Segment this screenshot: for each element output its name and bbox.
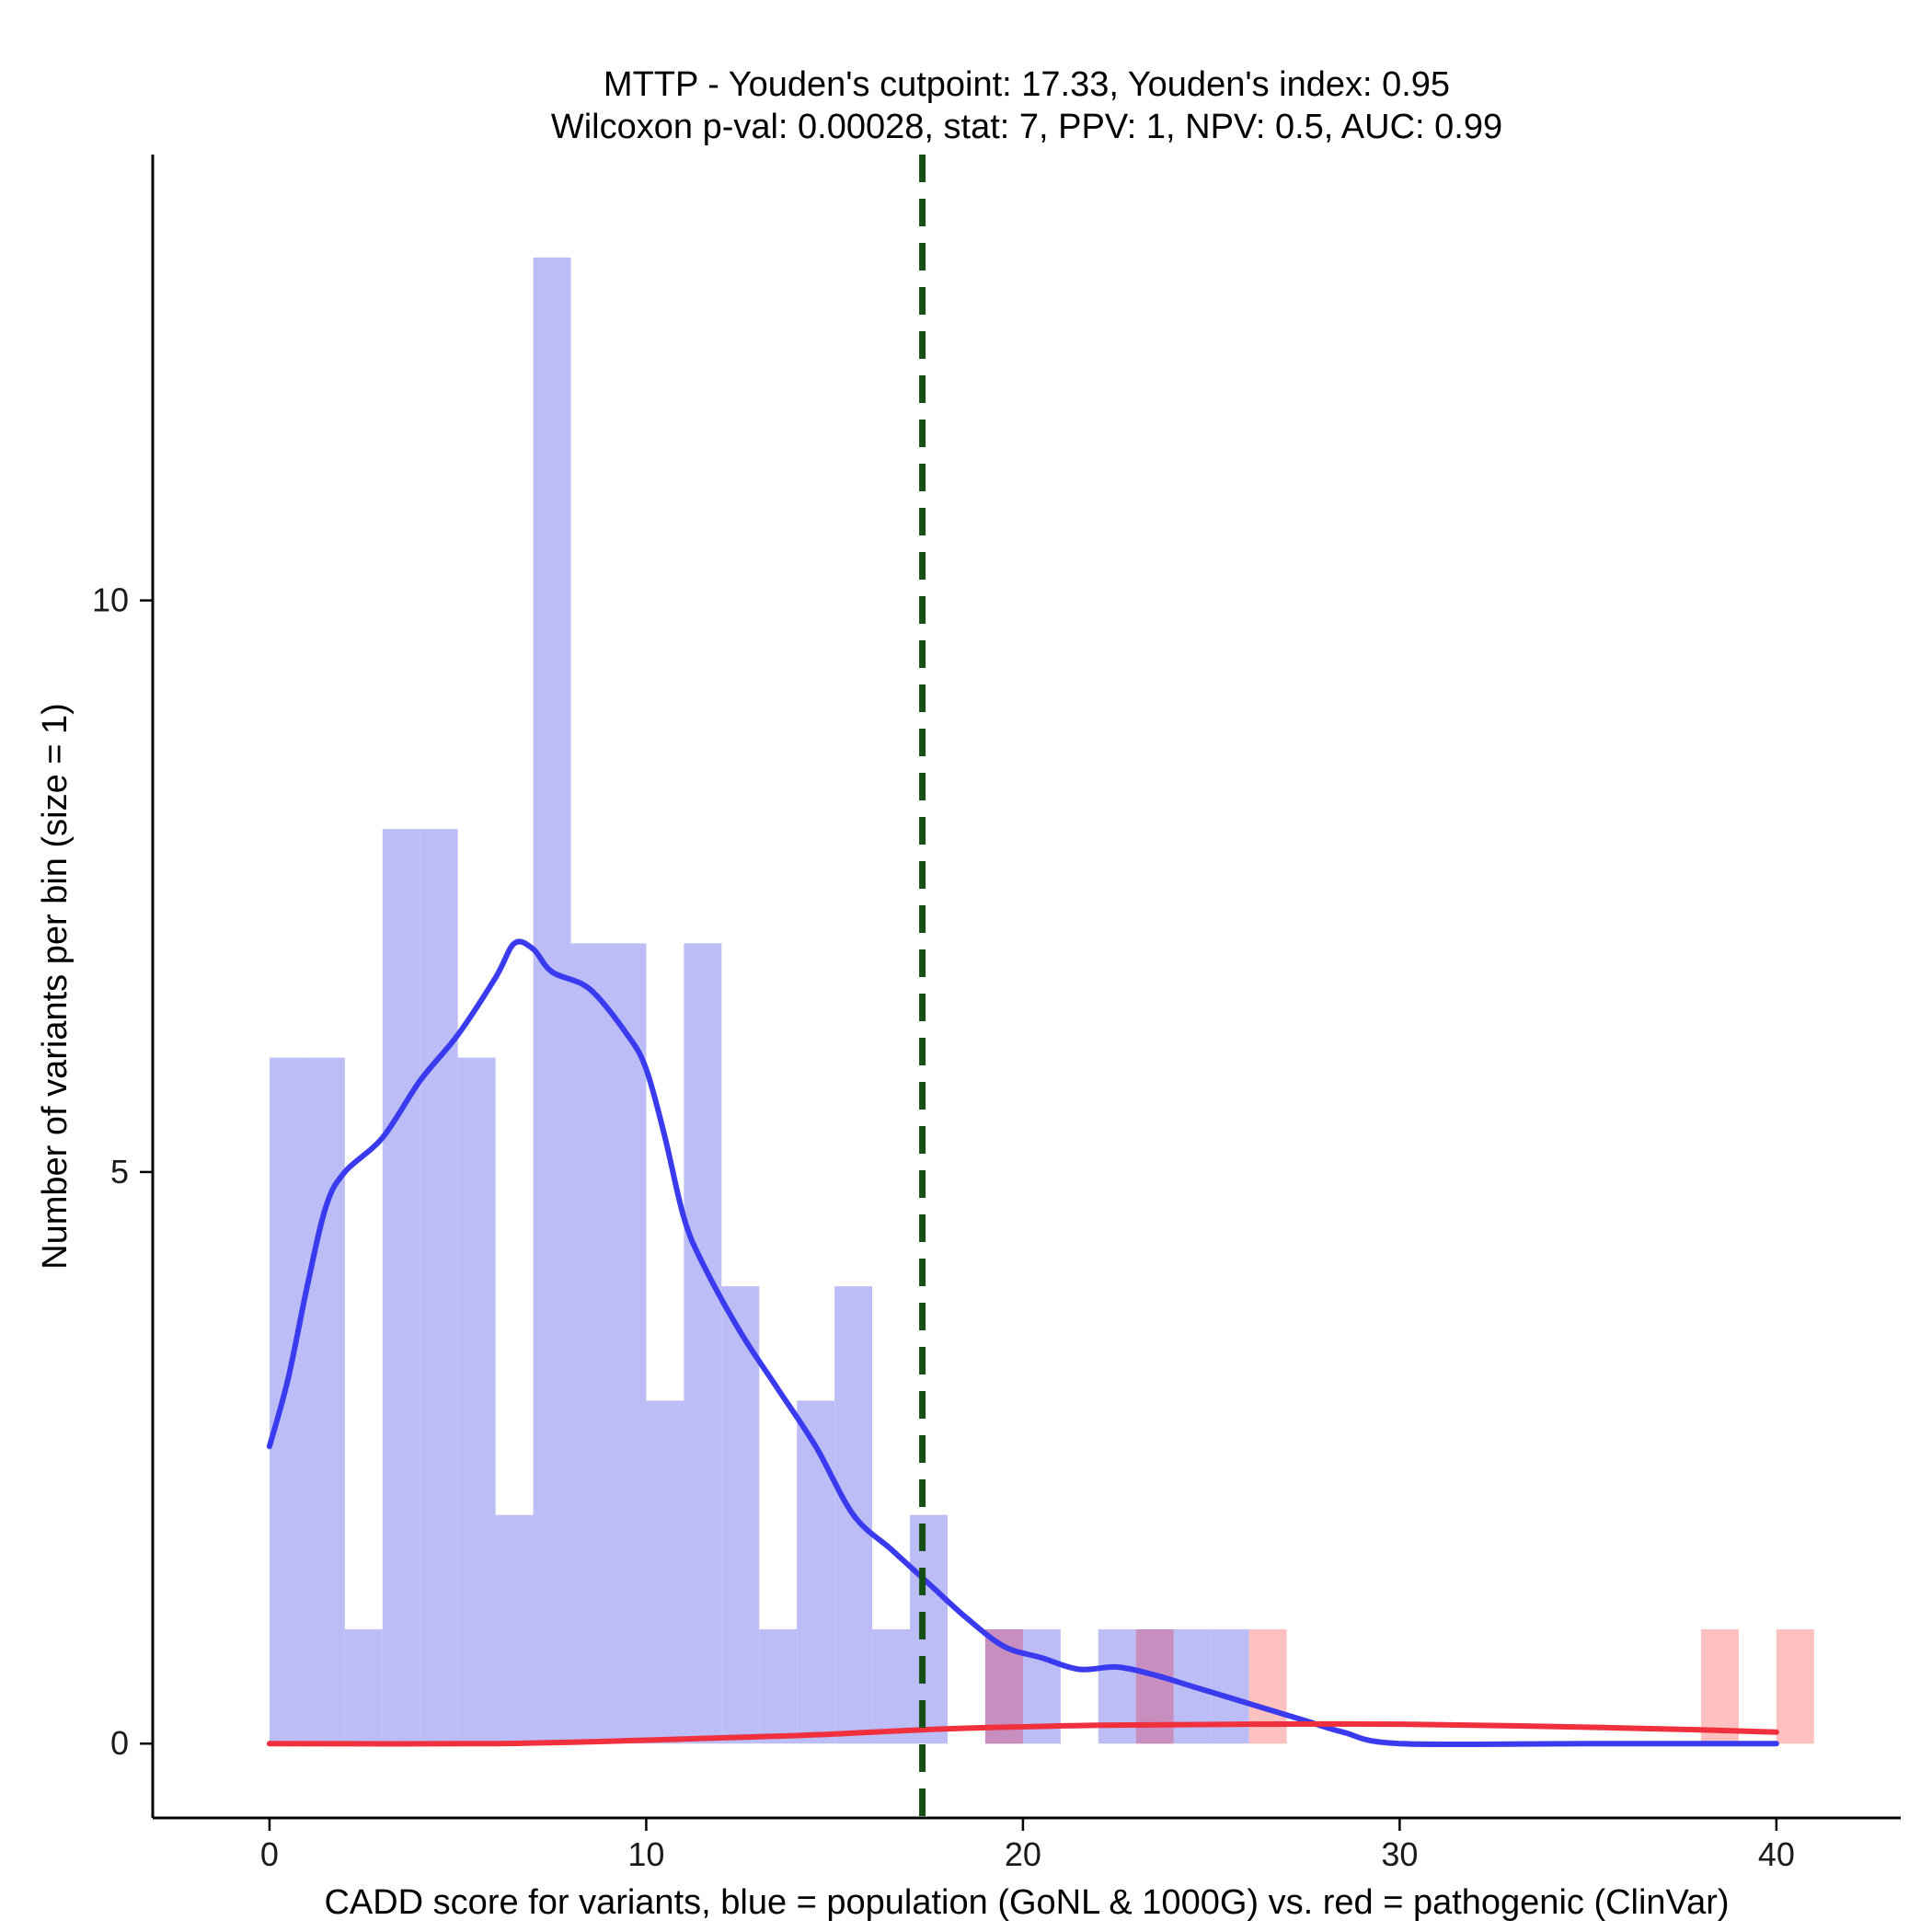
y-tick-label: 10 [92, 581, 129, 619]
chart-title-line-2: Wilcoxon p-val: 0.00028, stat: 7, PPV: 1… [551, 108, 1502, 146]
y-tick-label: 0 [110, 1724, 129, 1762]
population-bar [533, 257, 571, 1744]
x-axis-label: CADD score for variants, blue = populati… [324, 1883, 1729, 1922]
population-bar [759, 1628, 798, 1744]
population-bar [684, 943, 722, 1744]
x-axis-ticks: 0 10 20 30 40 [260, 1818, 1795, 1873]
x-tick-label: 20 [1005, 1835, 1041, 1873]
population-bar [306, 1057, 345, 1744]
x-tick-label: 30 [1381, 1835, 1418, 1873]
population-bar [495, 1514, 534, 1744]
x-tick-label: 40 [1758, 1835, 1795, 1873]
population-bar [872, 1628, 911, 1744]
population-bar [797, 1400, 835, 1744]
y-axis-ticks: 0 5 10 [92, 581, 153, 1762]
population-bar [344, 1628, 383, 1744]
chart-title-line-1: MTTP - Youden's cutpoint: 17.33, Youden'… [604, 65, 1450, 104]
y-tick-label: 5 [110, 1153, 129, 1190]
population-bar [269, 1057, 307, 1744]
population-bar [721, 1286, 760, 1744]
population-bar [457, 1057, 496, 1744]
population-bar [608, 943, 647, 1744]
pathogenic-density-line [266, 1720, 1779, 1747]
x-tick-label: 10 [627, 1835, 664, 1873]
y-axis-label: Number of variants per bin (size = 1) [36, 703, 75, 1270]
pathogenic-bar [1776, 1628, 1814, 1744]
population-density-line [266, 938, 1779, 1748]
pathogenic-bar [1700, 1628, 1739, 1744]
population-bar [646, 1400, 684, 1744]
population-bar [420, 829, 458, 1744]
x-tick-label: 0 [260, 1835, 279, 1873]
population-bar [570, 943, 609, 1744]
population-bars [269, 257, 1249, 1744]
population-bar [910, 1514, 949, 1744]
population-bar [382, 829, 420, 1744]
